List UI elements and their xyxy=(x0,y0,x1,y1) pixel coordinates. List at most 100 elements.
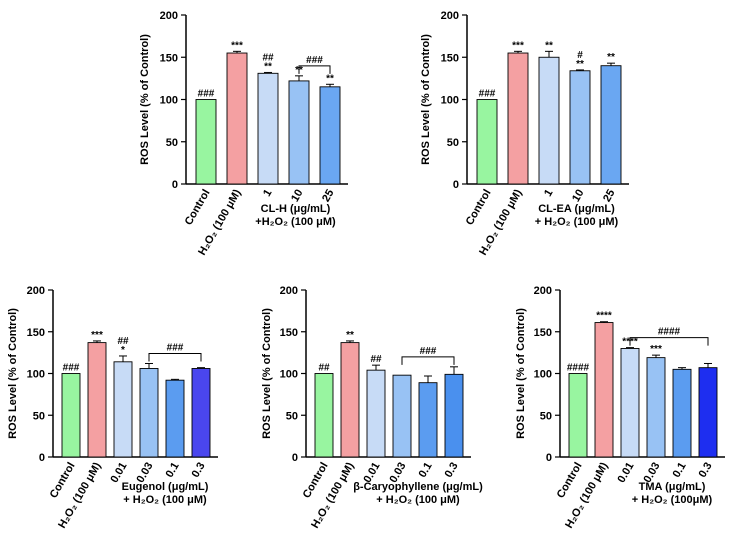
x-axis-label-line2: + H₂O₂ (100 μM) xyxy=(535,216,619,228)
y-axis-label: ROS Level (% of Control) xyxy=(261,308,273,439)
category-label: 10 xyxy=(570,188,587,205)
bar xyxy=(698,367,718,458)
bar xyxy=(288,80,310,185)
y-tick-label: 200 xyxy=(27,285,45,297)
y-axis-label: ROS Level (% of Control) xyxy=(7,308,19,439)
category-label: Control xyxy=(464,188,494,228)
y-tick-label: 50 xyxy=(447,137,459,149)
bar xyxy=(620,348,640,458)
y-tick-label: 150 xyxy=(441,52,459,64)
category-label: 0.1 xyxy=(164,461,182,480)
significance-label: *** xyxy=(650,344,662,355)
x-axis-label-line1: CL-EA (μg/mL) xyxy=(538,203,615,215)
significance-label: ### xyxy=(479,89,496,100)
y-tick-label: 0 xyxy=(453,179,459,191)
x-axis-label-line1: Eugenol (μg/mL) xyxy=(122,481,209,493)
bracket-label: ### xyxy=(167,342,184,353)
bar xyxy=(538,56,560,185)
y-tick-label: 200 xyxy=(160,10,178,22)
bracket-label: #### xyxy=(658,327,681,338)
significance-label: ** xyxy=(326,73,334,84)
bar xyxy=(139,368,159,458)
significance-label: ## xyxy=(262,52,274,63)
significance-label: ## xyxy=(117,336,129,347)
bar xyxy=(113,361,133,458)
y-tick-label: 100 xyxy=(280,369,298,381)
bar xyxy=(507,52,529,185)
significance-label: * xyxy=(121,345,125,356)
bar xyxy=(646,357,666,458)
bar xyxy=(61,373,81,458)
comparison-bracket xyxy=(629,337,709,346)
category-label: 25 xyxy=(601,188,618,205)
y-axis-label: ROS Level (% of Control) xyxy=(515,308,527,439)
category-label: 1 xyxy=(542,188,555,199)
x-axis-label-line2: + H₂O₂ (100μM) xyxy=(632,494,713,506)
comparison-bracket xyxy=(401,356,455,365)
y-tick-label: 150 xyxy=(280,327,298,339)
category-label: Control xyxy=(183,188,213,228)
category-label: 10 xyxy=(289,188,306,205)
significance-label: ## xyxy=(318,363,330,374)
bracket-label: ### xyxy=(420,346,437,357)
x-axis-label-line1: β-Caryophyllene (μg/mL) xyxy=(353,481,483,493)
comparison-bracket xyxy=(148,352,202,362)
significance-label: **** xyxy=(596,311,612,322)
bar xyxy=(568,373,588,458)
comparison-bracket xyxy=(298,65,331,74)
x-axis-label-line1: CL-H (μg/mL) xyxy=(261,203,331,215)
bar xyxy=(257,72,279,185)
y-tick-label: 200 xyxy=(534,285,552,297)
y-tick-label: 100 xyxy=(534,369,552,381)
bar xyxy=(165,379,185,458)
significance-label: ### xyxy=(63,363,80,374)
significance-label: ** xyxy=(545,40,553,51)
significance-label: ** xyxy=(264,61,272,72)
bar xyxy=(340,342,360,458)
significance-label: ** xyxy=(607,52,615,63)
significance-label: ## xyxy=(370,354,382,365)
bar xyxy=(418,382,438,458)
bar xyxy=(476,99,498,185)
bar xyxy=(569,70,591,185)
significance-label: #### xyxy=(567,363,590,374)
y-tick-label: 200 xyxy=(441,10,459,22)
y-tick-label: 100 xyxy=(27,369,45,381)
significance-label: ** xyxy=(576,59,584,70)
bar xyxy=(600,65,622,185)
y-tick-label: 50 xyxy=(540,410,552,422)
bar xyxy=(191,368,211,458)
significance-label: ### xyxy=(198,89,215,100)
category-label: 0.01 xyxy=(615,461,636,486)
chart-panel-1: 0 50 100 150 200 ROS Level (% of Control) ### C… xyxy=(139,10,348,258)
y-tick-label: 50 xyxy=(33,410,45,422)
significance-label: ** xyxy=(346,330,354,341)
significance-label: # xyxy=(577,50,583,61)
category-label: 0.1 xyxy=(417,461,435,480)
y-tick-label: 50 xyxy=(286,410,298,422)
significance-label: *** xyxy=(512,40,524,51)
y-tick-label: 150 xyxy=(160,52,178,64)
category-label: 25 xyxy=(320,188,337,205)
bar xyxy=(672,368,692,458)
x-axis-label-line2: + H₂O₂ (100 μM) xyxy=(376,494,460,506)
x-axis-label-line1: TMA (μg/mL) xyxy=(639,481,706,493)
y-tick-label: 0 xyxy=(292,452,298,464)
significance-label: *** xyxy=(231,40,243,51)
bar xyxy=(314,373,334,458)
bar xyxy=(87,342,107,458)
bar xyxy=(392,374,412,458)
category-label: 0.3 xyxy=(190,461,208,480)
y-tick-label: 0 xyxy=(172,179,178,191)
category-label: 1 xyxy=(261,188,274,199)
x-axis-label-line2: +H₂O₂ (100 μM) xyxy=(255,216,336,228)
bar xyxy=(366,369,386,458)
significance-label: *** xyxy=(91,330,103,341)
y-tick-label: 100 xyxy=(441,95,459,107)
y-tick-label: 200 xyxy=(280,285,298,297)
bar xyxy=(226,52,248,185)
bar xyxy=(444,373,464,458)
